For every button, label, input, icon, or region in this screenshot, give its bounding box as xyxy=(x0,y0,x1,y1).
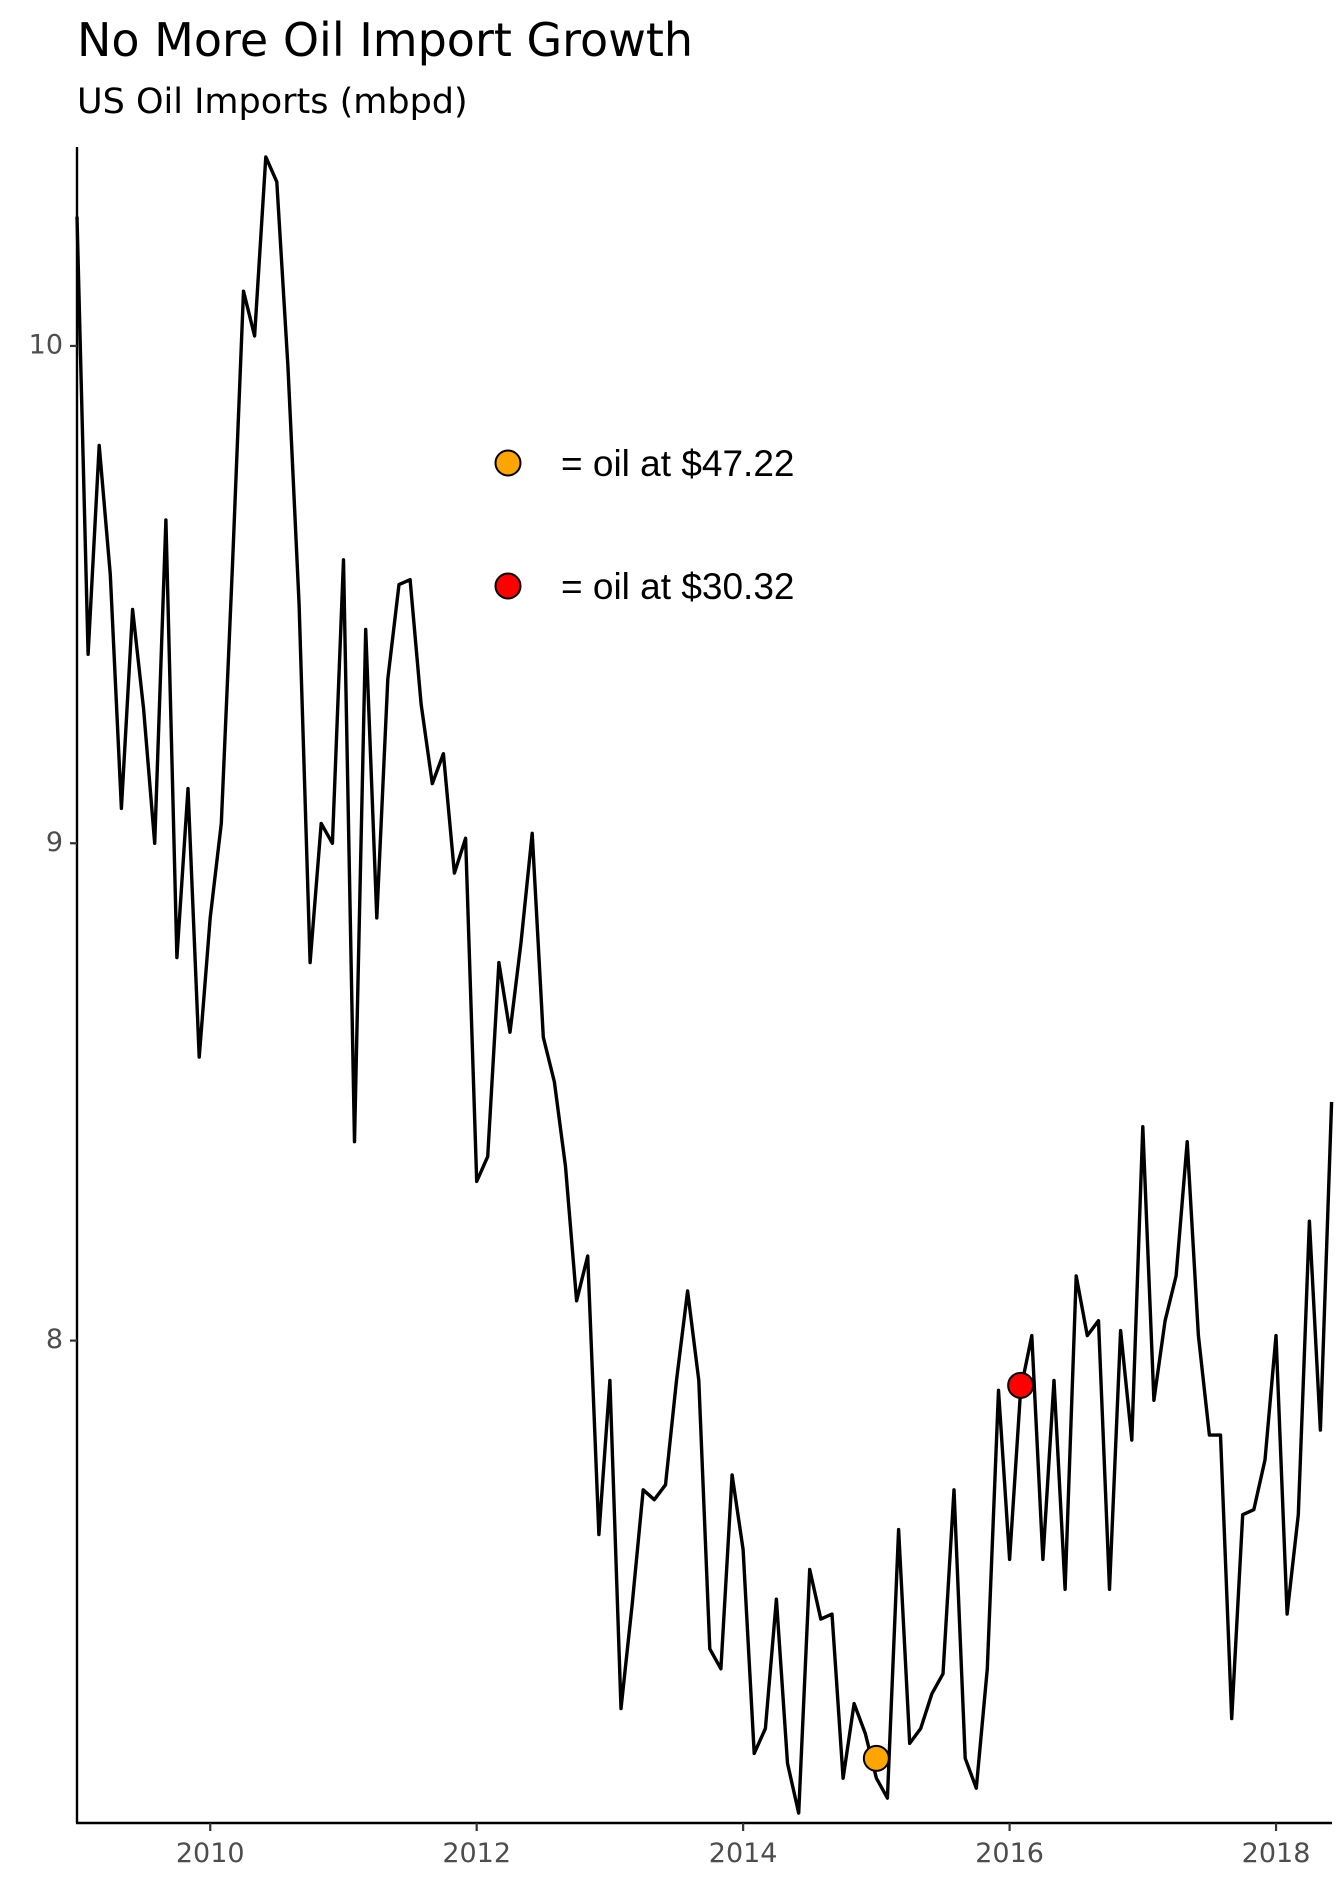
legend: = oil at $47.22 = oil at $30.32 xyxy=(494,443,795,607)
x-ticks: 2010 2012 2014 2016 2018 xyxy=(176,1823,1311,1869)
legend-orange-dot xyxy=(494,449,522,477)
legend-red-dot xyxy=(494,572,522,600)
x-tick-label: 2012 xyxy=(442,1838,511,1869)
legend-orange-label: = oil at $47.22 xyxy=(561,443,795,484)
x-tick-label: 2010 xyxy=(176,1838,245,1869)
orange-price-marker xyxy=(862,1744,890,1772)
red-price-marker xyxy=(1007,1371,1035,1399)
x-tick-label: 2016 xyxy=(975,1838,1044,1869)
y-ticks: 8 9 10 xyxy=(29,329,77,1355)
legend-red-label: = oil at $30.32 xyxy=(561,566,795,607)
x-tick-label: 2014 xyxy=(709,1838,778,1869)
y-tick-label: 8 xyxy=(46,1324,63,1355)
chart-subtitle: US Oil Imports (mbpd) xyxy=(77,82,468,122)
series-line xyxy=(75,155,1334,1815)
chart-title: No More Oil Import Growth xyxy=(77,13,694,67)
y-tick-label: 9 xyxy=(46,827,63,858)
plot-area xyxy=(75,155,1334,1815)
highlight-markers xyxy=(862,1371,1035,1772)
x-tick-label: 2018 xyxy=(1242,1838,1311,1869)
y-tick-label: 10 xyxy=(29,329,63,360)
